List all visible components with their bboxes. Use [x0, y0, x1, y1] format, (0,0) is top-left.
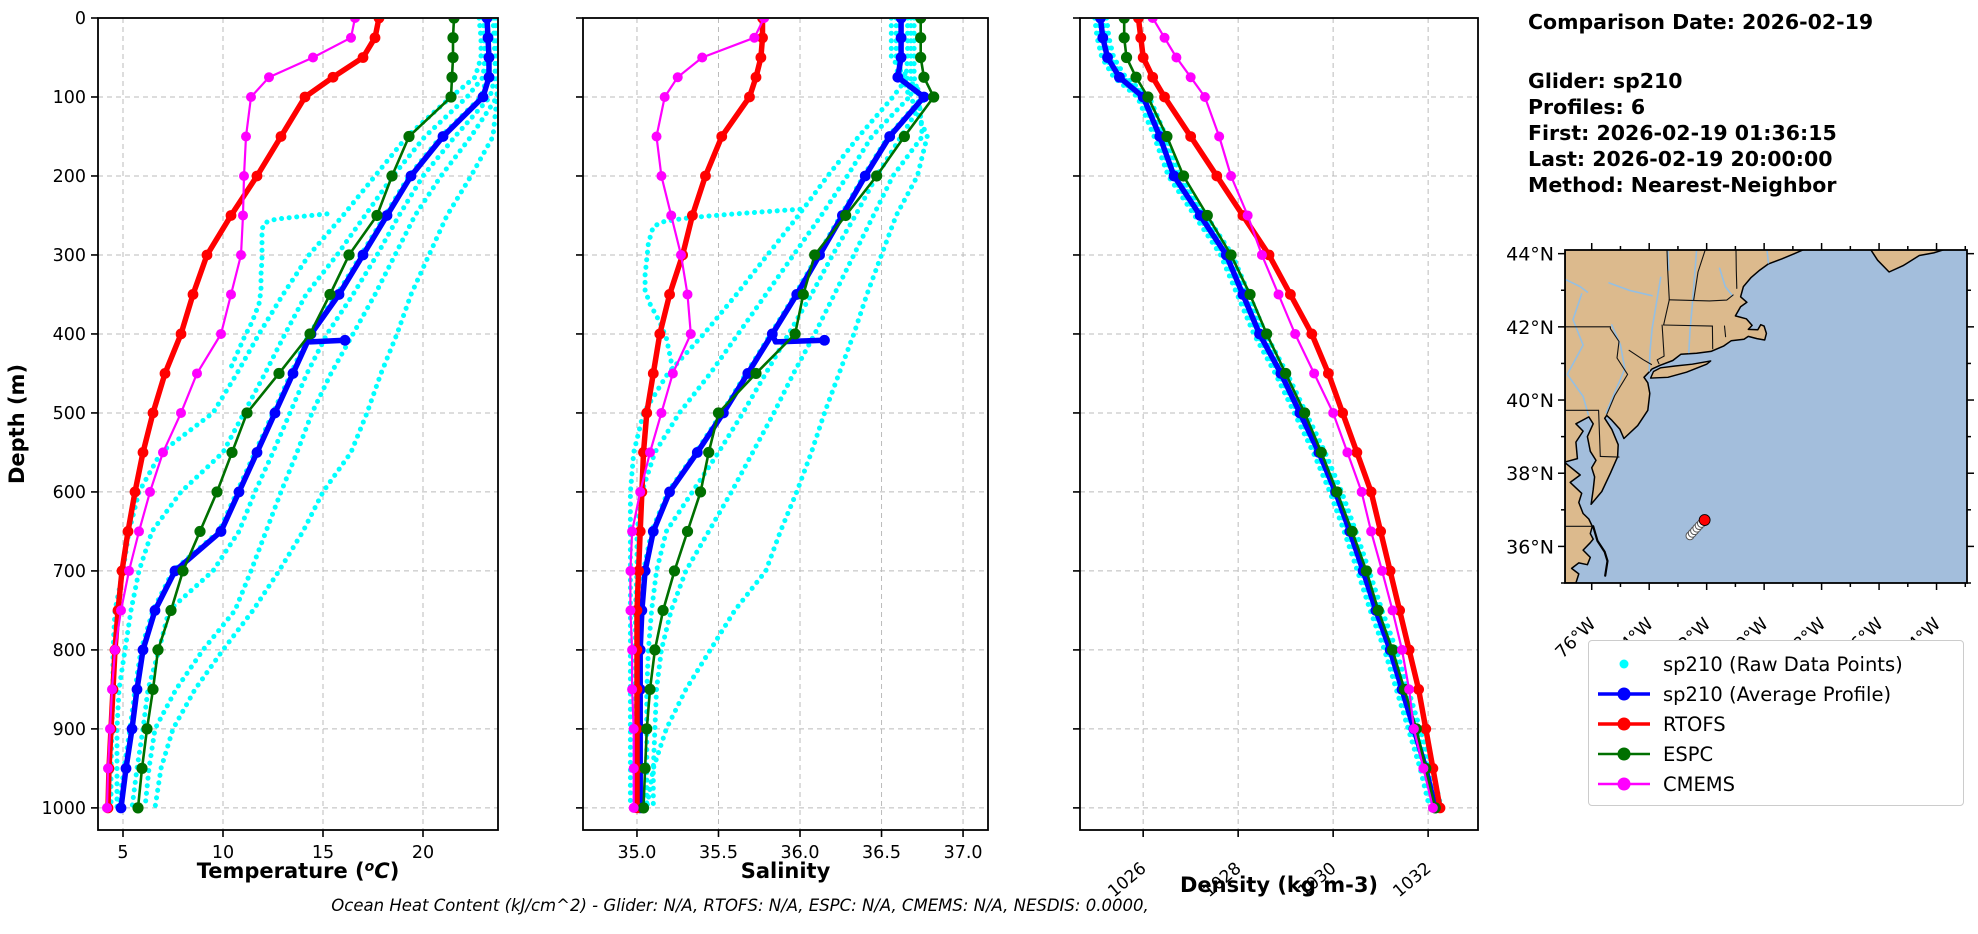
svg-text:35.5: 35.5 [699, 843, 738, 863]
map-lat-tick-label: 38°N [1506, 463, 1554, 485]
legend-item-raw: sp210 (Raw Data Points) [1595, 649, 1957, 679]
svg-text:500: 500 [53, 404, 86, 424]
salinity-axis-label: Salinity [741, 859, 831, 883]
legend-item-espc: ESPC [1595, 739, 1957, 769]
glider-id-text: Glider: sp210 [1528, 69, 1683, 93]
legend-item-average: sp210 (Average Profile) [1595, 679, 1957, 709]
svg-text:20: 20 [412, 843, 434, 863]
svg-text:36.0: 36.0 [781, 843, 820, 863]
legend-label-rtofs: RTOFS [1663, 712, 1726, 736]
map-lat-tick-label: 40°N [1506, 390, 1554, 412]
svg-text:35.0: 35.0 [617, 843, 656, 863]
svg-text:700: 700 [53, 562, 86, 582]
average-profile-marker-icon [1598, 687, 1650, 701]
map-lat-tick-label: 44°N [1506, 244, 1554, 266]
method-text: Method: Nearest-Neighbor [1528, 173, 1837, 197]
ocean-heat-content-note: Ocean Heat Content (kJ/cm^2) - Glider: N… [331, 896, 1149, 915]
density-axis-label: Density (kg m-3) [1180, 873, 1378, 897]
svg-text:300: 300 [53, 246, 86, 266]
legend-label-cmems: CMEMS [1663, 772, 1735, 796]
legend-label-raw: sp210 (Raw Data Points) [1663, 652, 1903, 676]
svg-text:600: 600 [53, 483, 86, 503]
legend-item-rtofs: RTOFS [1595, 709, 1957, 739]
svg-text:37.0: 37.0 [944, 843, 983, 863]
temperature-axis-label: Temperature (oC) [197, 859, 400, 883]
svg-text:400: 400 [53, 325, 86, 345]
svg-text:800: 800 [53, 641, 86, 661]
map-lat-tick-label: 36°N [1506, 536, 1554, 558]
temperature-panel: 5 10 15 2001002003004005006007008009001000T… [5, 9, 499, 883]
first-profile-time-text: First: 2026-02-19 01:36:15 [1528, 121, 1837, 145]
raw-data-points-marker-icon [1619, 659, 1629, 669]
comparison-info-block: Comparison Date: 2026-02-19 Glider: sp21… [1528, 10, 1968, 198]
cmems-marker-icon [1598, 777, 1650, 791]
svg-text:5: 5 [117, 843, 128, 863]
legend: sp210 (Raw Data Points) sp210 (Average P… [1588, 640, 1964, 806]
map-lat-tick-label: 42°N [1506, 317, 1554, 339]
location-map: 76°W 74°W 72°W 70°W 68°W 66°W 64°W36°N38°N40°N… [1506, 243, 1974, 663]
svg-text:1032: 1032 [1389, 859, 1435, 902]
svg-text:200: 200 [53, 167, 86, 187]
svg-text:15: 15 [312, 843, 334, 863]
rtofs-marker-icon [1598, 717, 1650, 731]
svg-text:900: 900 [53, 720, 86, 740]
svg-text:0: 0 [75, 9, 86, 29]
last-profile-time-text: Last: 2026-02-19 20:00:00 [1528, 147, 1833, 171]
salinity-panel: 35.0 35.5 36.0 36.5 37.0 Salinity [576, 17, 989, 883]
legend-label-average: sp210 (Average Profile) [1663, 682, 1892, 706]
glider-last-position-marker [1698, 514, 1711, 526]
comparison-date-text: Comparison Date: 2026-02-19 [1528, 10, 1874, 34]
svg-text:36.5: 36.5 [862, 843, 901, 863]
svg-text:100: 100 [53, 88, 86, 108]
depth-axis-label: Depth (m) [5, 364, 29, 484]
svg-text:1000: 1000 [41, 799, 86, 819]
legend-label-espc: ESPC [1663, 742, 1714, 766]
profiles-count-text: Profiles: 6 [1528, 95, 1646, 119]
espc-marker-icon [1598, 747, 1650, 761]
legend-item-cmems: CMEMS [1595, 769, 1957, 799]
svg-text:10: 10 [212, 843, 234, 863]
